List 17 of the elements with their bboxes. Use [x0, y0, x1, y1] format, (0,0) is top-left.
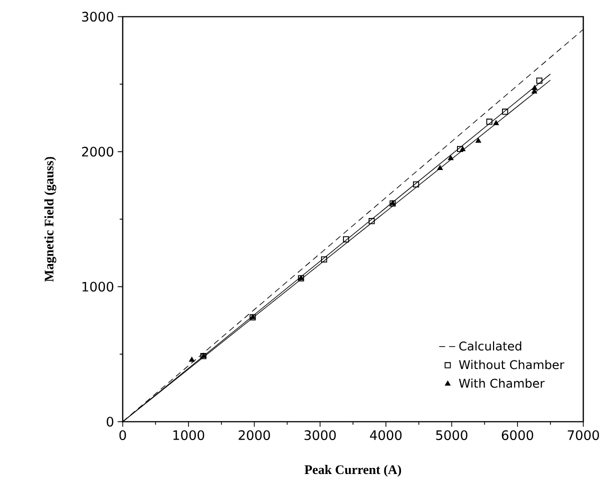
- x-tick-label: 7000: [568, 430, 599, 440]
- x-tick-label: 5000: [436, 430, 468, 440]
- legend-label: Without Chamber: [459, 360, 564, 370]
- y-tick-label: 0: [106, 416, 114, 427]
- x-axis-title: Peak Current (A): [304, 464, 402, 477]
- y-tick-label: 1000: [82, 282, 114, 292]
- y-tick-label: 2000: [82, 146, 114, 157]
- y-tick-label: 3000: [82, 12, 114, 22]
- y-axis-title: Magnetic Field (gauss): [44, 156, 56, 282]
- x-tick-label: 4000: [370, 430, 402, 440]
- legend-label: Calculated: [459, 341, 522, 351]
- x-tick-label: 1000: [173, 430, 204, 440]
- x-tick-label: 6000: [502, 430, 534, 440]
- x-tick-label: 0: [119, 430, 126, 440]
- x-tick-label: 2000: [238, 430, 270, 440]
- legend-label: With Chamber: [459, 378, 545, 388]
- x-tick-label: 3000: [304, 430, 336, 440]
